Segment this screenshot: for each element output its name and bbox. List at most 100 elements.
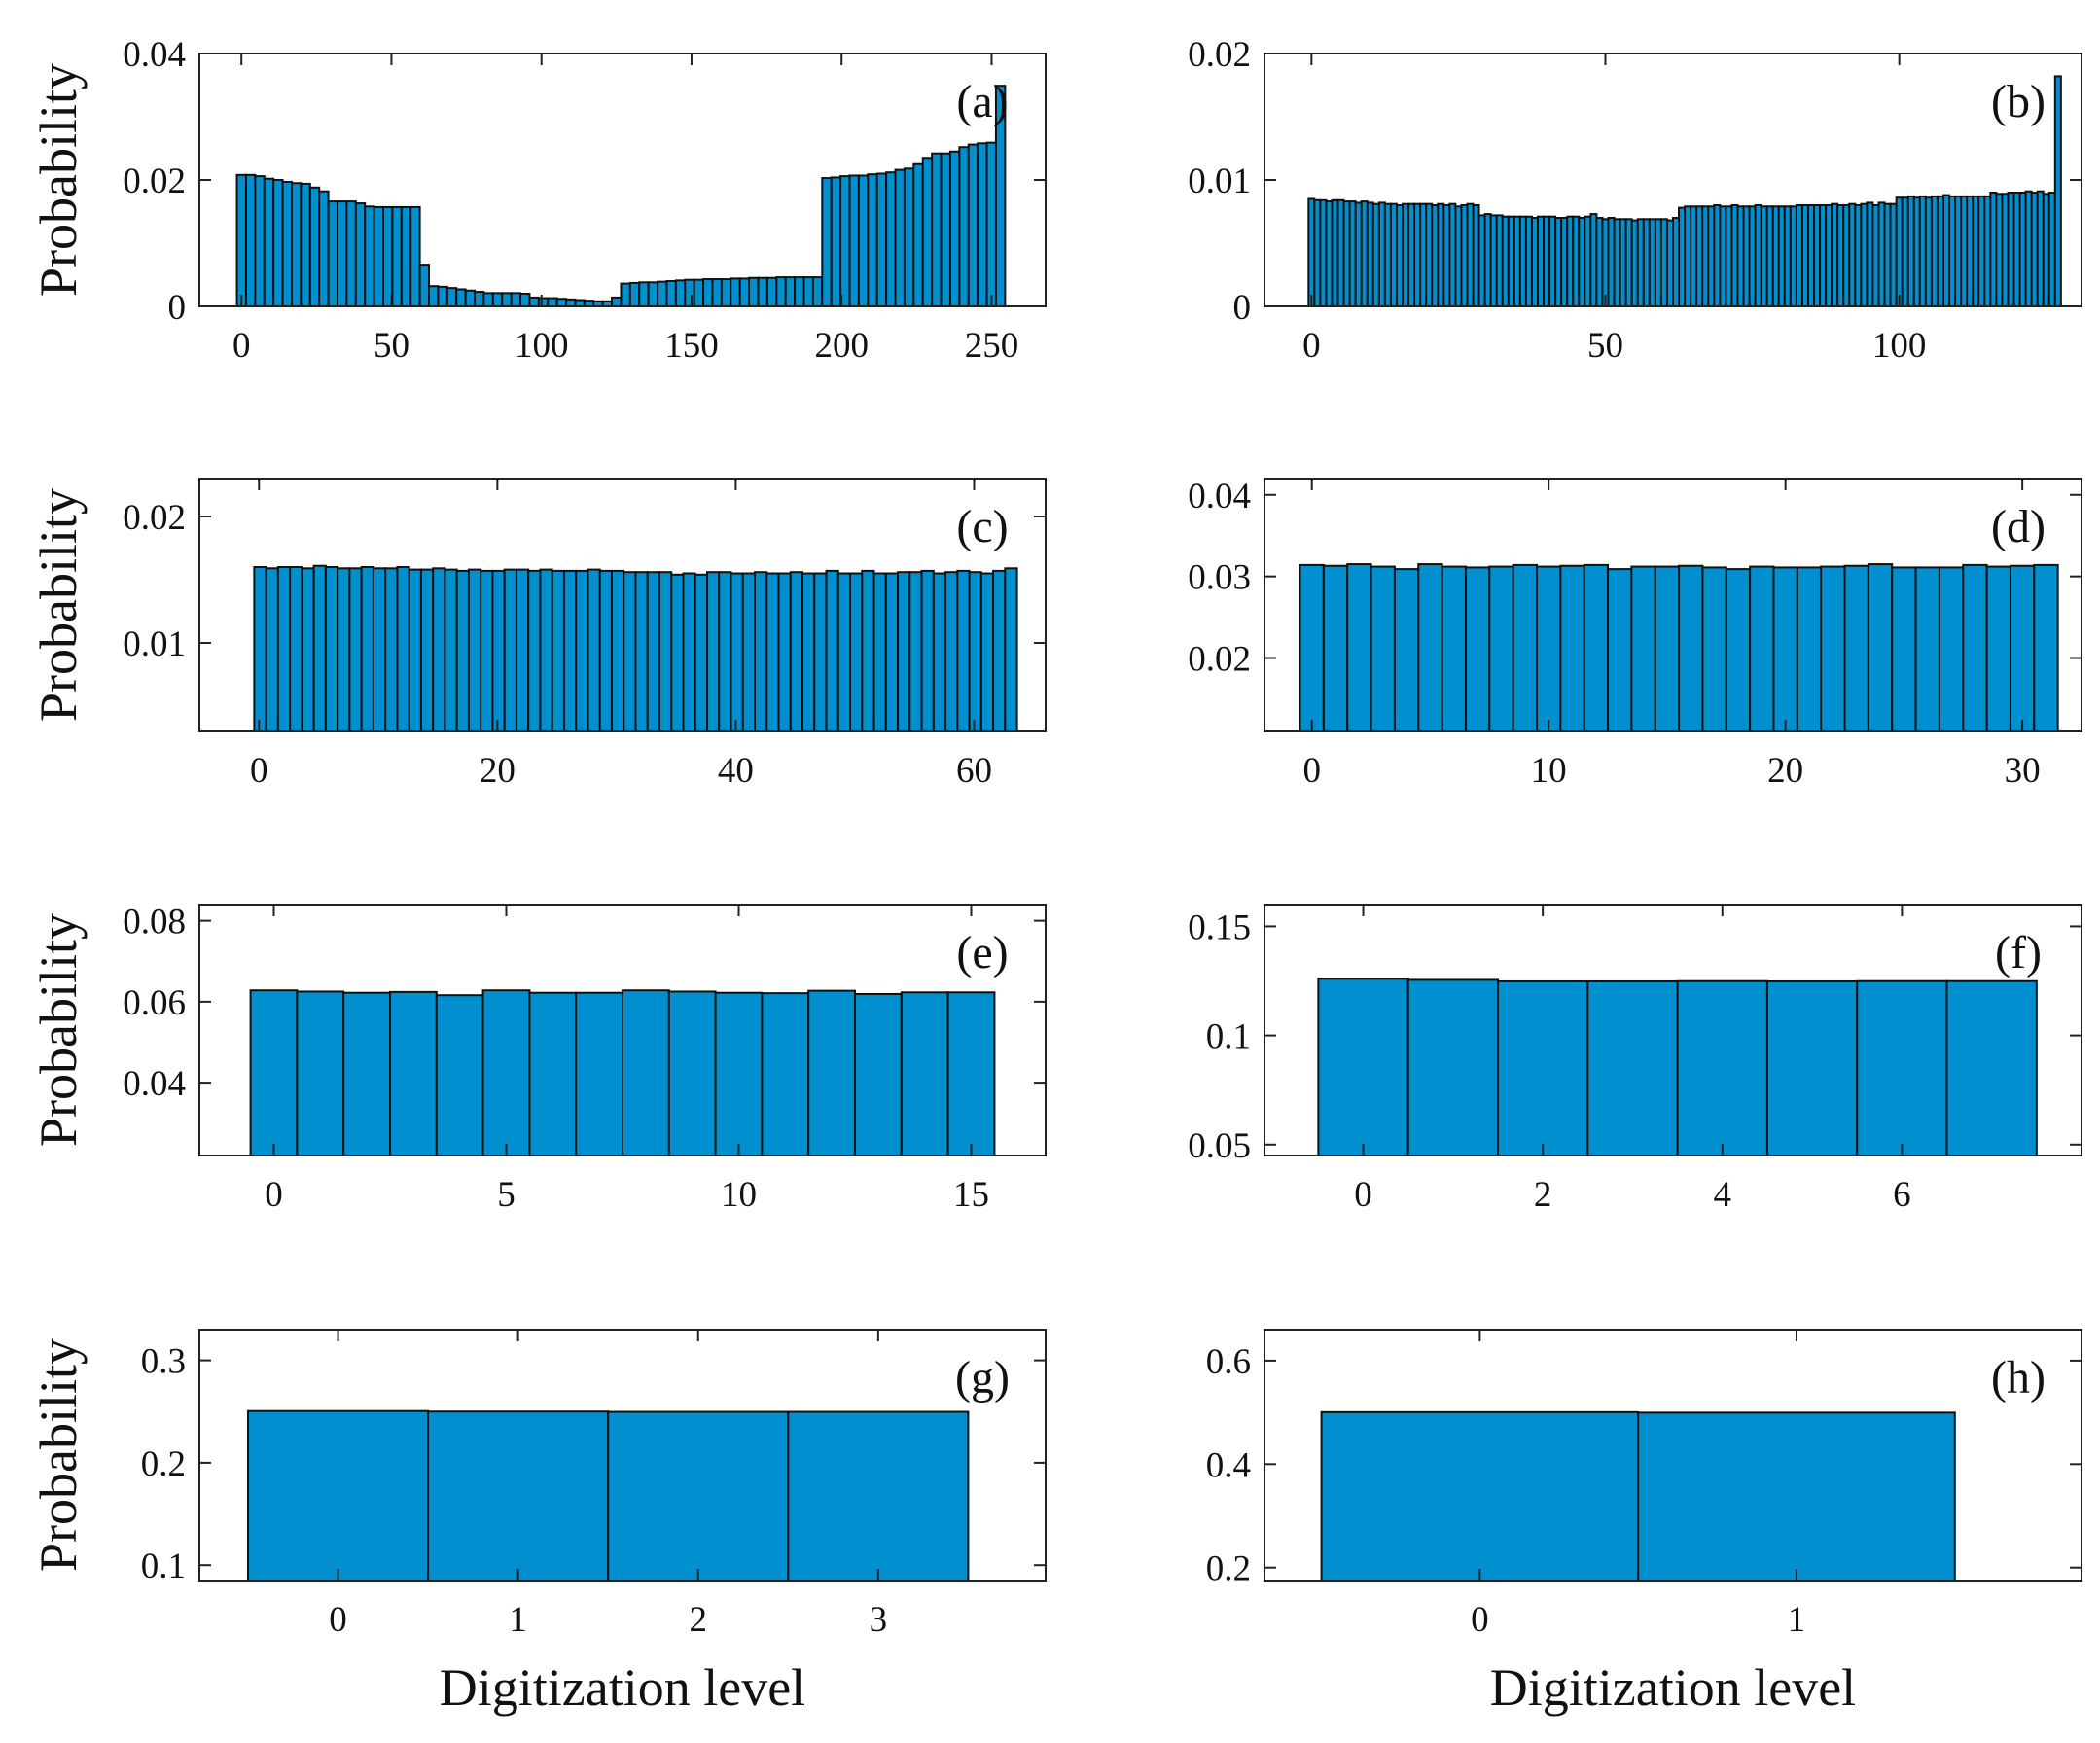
panel-label: (d) [1991,501,2046,552]
axes-frame [198,478,1047,732]
bar [992,569,1007,733]
bar [265,567,279,732]
bar [1464,566,1491,732]
bar [958,146,970,307]
bar [720,278,732,307]
y-tick-label: 0.01 [1188,161,1251,201]
bar [903,167,915,307]
y-tick-label: 0.02 [1188,640,1251,680]
bar [388,990,438,1156]
bar [623,571,637,733]
bar [1583,563,1610,733]
bar [1320,1410,1640,1582]
bar [825,569,839,733]
bar [1678,564,1704,732]
bar [622,989,670,1156]
bar [503,568,517,732]
bar [775,276,787,308]
bar [1701,566,1727,732]
bar [300,182,311,307]
bar [435,994,484,1157]
panel-b: 0 0.01 0.02 0 50 100 (b) [1188,35,2082,366]
bar [1406,978,1499,1157]
bar [638,281,650,307]
bar [861,569,875,733]
y-tick-label: 0.1 [141,1547,186,1586]
panel-a: 0 0.02 0.04 0 50 100 150 200 250 (a) Probability [29,35,1047,366]
x-tick-label: 0 [250,751,268,791]
bar [501,292,513,308]
bar [1725,568,1752,732]
bar [396,566,410,732]
y-tick-label: 0.06 [123,983,186,1023]
bar [428,285,440,308]
bar [551,569,565,733]
bar [765,572,780,732]
bar [1441,565,1467,733]
bar [836,572,852,732]
bar [1393,568,1420,732]
x-tick-label: 0 [1302,751,1321,791]
bar [1497,979,1589,1156]
bar [765,276,778,307]
panel-h: 0.2 0.4 0.6 0 1 (h) Digitization level [1206,1329,2082,1717]
bar [682,572,696,732]
y-axis-title: Probability [29,1338,88,1572]
y-tick-label: 0.01 [123,624,186,664]
bar [944,571,959,733]
bar [1370,565,1396,733]
x-tick-label: 20 [480,751,516,791]
y-tick-label: 0.02 [123,498,186,538]
bar [658,571,673,733]
axes-frame [198,1329,1047,1582]
bar [667,990,717,1156]
bar [1004,567,1018,732]
bar [867,173,878,307]
bar [1536,565,1562,733]
bar [510,292,522,308]
bar [1417,563,1443,732]
bar [2009,564,2036,732]
y-tick-label: 0.3 [141,1342,186,1382]
panel-label: (a) [956,76,1008,127]
bar [884,572,900,732]
bar [607,1410,790,1583]
bar [670,573,685,732]
bar [711,278,723,307]
bar [246,1409,430,1582]
bar [634,571,649,733]
panel-d: 0.02 0.03 0.04 0 10 20 30 (d) [1188,477,2082,791]
bar [872,572,887,732]
x-tick-label: 10 [1531,751,1567,791]
bar [956,569,971,733]
bar [336,200,348,308]
bar [761,992,810,1156]
bar [418,264,431,308]
x-tick-label: 100 [1872,326,1927,366]
bar [474,291,485,307]
bar [802,276,814,308]
bar [849,572,864,732]
bar [1938,566,1965,732]
bar [528,296,540,307]
bar [748,276,760,307]
bar [1322,564,1349,732]
bar [555,298,568,308]
bar [464,289,477,307]
bar [2033,563,2059,733]
bar [1985,565,2011,733]
bar [598,569,613,733]
axes-frame [1264,478,2082,732]
bar [296,990,345,1156]
bar [967,143,979,307]
bar [979,572,995,732]
axes-frame [1264,904,2082,1156]
panel-label: (f) [1995,927,2042,978]
bar [391,205,403,307]
bar [948,150,961,307]
bar [290,182,303,307]
x-tick-label: 100 [515,326,569,366]
bar [714,991,764,1156]
x-tick-label: 150 [664,326,719,366]
bar [807,989,857,1157]
